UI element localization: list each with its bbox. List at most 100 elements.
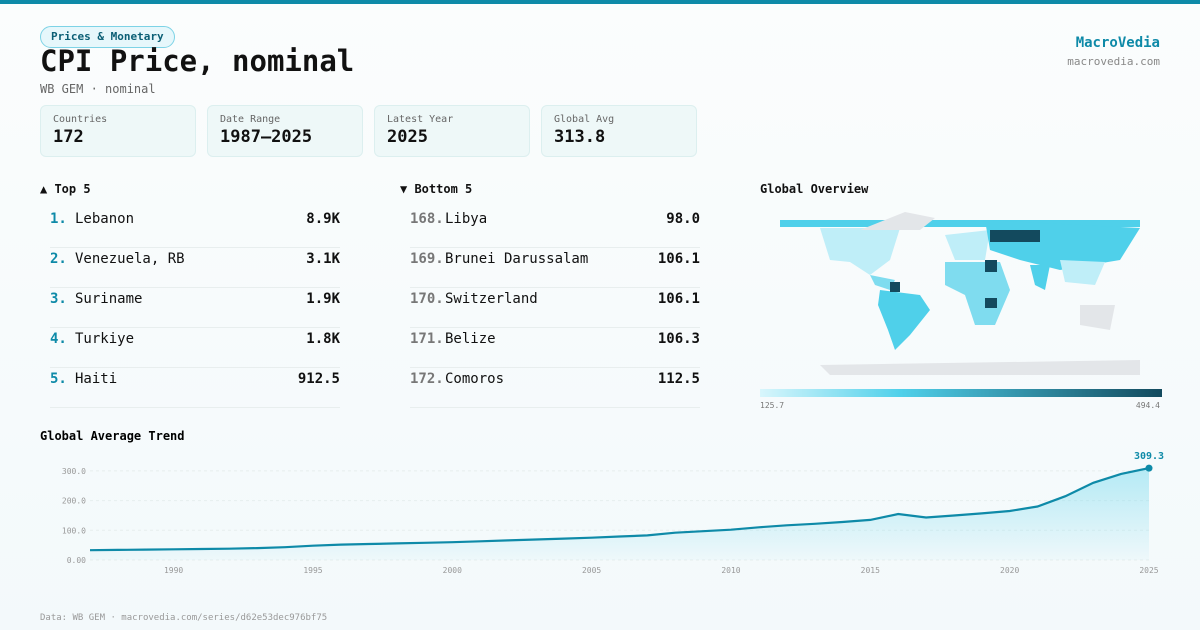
x-tick-label: 2020 [1000,566,1019,575]
rank-value: 8.9K [306,211,340,227]
x-tick-label: 1990 [164,566,183,575]
rank-value: 1.8K [306,331,340,347]
map-region [985,260,997,272]
category-badge: Prices & Monetary [40,26,175,48]
rank: 4. [50,331,67,347]
subtitle: WB GEM · nominal [40,82,156,96]
rank: 1. [50,211,67,227]
x-tick-label: 2025 [1139,566,1158,575]
stat-label: Global Avg [554,114,615,125]
stat-value: 1987–2025 [220,127,313,147]
map-region [890,282,900,292]
rank-value: 106.3 [657,331,700,347]
rank-row: 170. Switzerland 106.1 [410,287,700,328]
stat-label: Countries [53,114,108,125]
rank-value: 106.1 [657,291,700,307]
rank-row: 172. Comoros 112.5 [410,367,700,408]
rank: 172. [410,371,444,387]
map-region [985,298,997,308]
stat-label: Latest Year [387,114,454,125]
rank-value: 1.9K [306,291,340,307]
brand-name: MacroVedia [1075,35,1160,51]
y-tick-label: 300.0 [62,467,86,476]
rank-row: 5. Haiti 912.5 [50,367,340,408]
country-name: Venezuela, RB [75,251,185,267]
world-map: 125.7 494.4 [760,212,1162,410]
rank-value: 106.1 [657,251,700,267]
legend-max: 494.4 [1136,401,1160,410]
country-name: Haiti [75,371,118,387]
map-title: Global Overview [760,182,869,196]
rank: 5. [50,371,67,387]
rank: 2. [50,251,67,267]
brand-url: macrovedia.com [1067,55,1160,68]
x-tick-label: 2005 [582,566,601,575]
map-region [990,230,1040,242]
map-region [780,220,1140,227]
map-region [860,212,935,230]
stat-card: Global Avg 313.8 [541,105,697,157]
y-tick-label: 100.0 [62,526,86,535]
rank-value: 112.5 [657,371,700,387]
rank-row: 3. Suriname 1.9K [50,287,340,328]
stat-card: Countries 172 [40,105,196,157]
top-title: ▲ Top 5 [40,182,91,196]
rank: 170. [410,291,444,307]
rank-value: 3.1K [306,251,340,267]
country-name: Comoros [445,371,505,387]
chart-title: Global Average Trend [40,429,185,443]
stat-label: Date Range [220,114,281,125]
top-bar [0,0,1200,4]
rank: 171. [410,331,444,347]
stat-card: Latest Year 2025 [374,105,530,157]
map-region [820,360,1140,375]
rank: 169. [410,251,444,267]
trend-line [89,467,1150,552]
rank-row: 168. Libya 98.0 [410,207,700,248]
y-tick-label: 0.00 [67,556,86,565]
map-region [945,262,1010,325]
stat-card: Date Range 1987–2025 [207,105,363,157]
rank-value: 98.0 [666,211,700,227]
map-region [820,228,900,275]
rank: 3. [50,291,67,307]
rank-row: 169. Brunei Darussalam 106.1 [410,247,700,288]
x-tick-label: 2000 [443,566,462,575]
map-region [870,275,895,290]
footer: Data: WB GEM · macrovedia.com/series/d62… [40,613,328,623]
country-name: Belize [445,331,496,347]
legend-min: 125.7 [760,401,784,410]
trend-area [90,468,1149,560]
rank-row: 1. Lebanon 8.9K [50,207,340,248]
country-name: Lebanon [75,211,135,227]
stat-value: 2025 [387,127,428,147]
country-name: Libya [445,211,488,227]
country-name: Brunei Darussalam [445,251,589,267]
stat-value: 172 [53,127,84,147]
x-tick-label: 1995 [303,566,322,575]
map-region [1060,260,1105,285]
y-tick-label: 200.0 [62,497,86,506]
trend-chart: Global Average Trend 0.00 100.0 200.0 300.0… [40,429,1164,575]
map-region [1030,265,1050,290]
rank-row: 2. Venezuela, RB 3.1K [50,247,340,288]
end-point [1145,464,1153,472]
country-name: Turkiye [75,331,135,347]
stat-value: 313.8 [554,127,606,147]
map-region [878,290,930,350]
map-region [945,230,990,260]
rank-value: 912.5 [297,371,340,387]
rank-row: 4. Turkiye 1.8K [50,327,340,368]
color-legend [760,389,1162,397]
country-name: Switzerland [445,291,538,307]
x-tick-label: 2015 [861,566,880,575]
rank-row: 171. Belize 106.3 [410,327,700,368]
rank: 168. [410,211,444,227]
page-title: CPI Price, nominal [40,44,355,78]
end-label: 309.3 [1134,451,1164,462]
x-tick-label: 2010 [721,566,740,575]
bottom-title: ▼ Bottom 5 [400,182,473,196]
country-name: Suriname [75,291,143,307]
map-region [1080,305,1115,330]
